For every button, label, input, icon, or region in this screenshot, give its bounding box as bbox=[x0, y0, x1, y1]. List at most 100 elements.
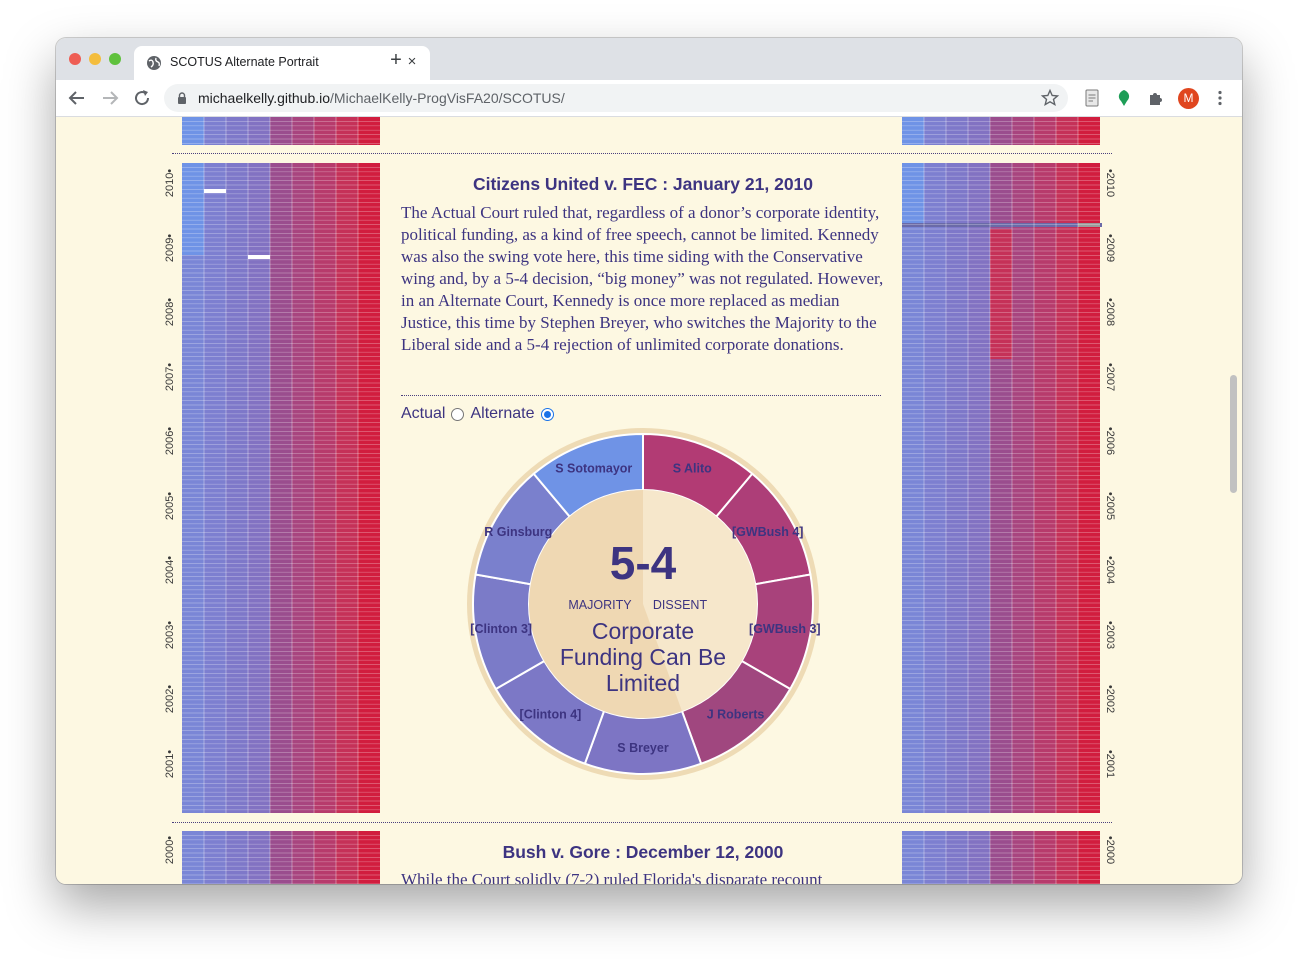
heatmap-column bbox=[336, 163, 358, 813]
case-description-2: While the Court solidly (7-2) ruled Flor… bbox=[401, 870, 823, 884]
heatmap-column bbox=[1012, 163, 1034, 813]
lock-icon bbox=[178, 92, 186, 104]
heatmap-column bbox=[924, 831, 946, 884]
justice-label: [GWBush 4] bbox=[732, 525, 804, 539]
heatmap-column bbox=[314, 831, 336, 884]
close-window-button[interactable] bbox=[69, 53, 81, 65]
heatmap-column bbox=[248, 163, 270, 813]
heatmap-column bbox=[902, 831, 924, 884]
case-title-2: Bush v. Gore : December 12, 2000 bbox=[502, 842, 784, 862]
heatmap-column bbox=[204, 831, 226, 884]
url-text: michaelkelly.github.io/MichaelKelly-Prog… bbox=[198, 90, 565, 106]
heatmap-column bbox=[226, 163, 248, 813]
year-label: 2002• bbox=[164, 684, 177, 714]
vote-score: 5-4 bbox=[610, 537, 677, 589]
vote-donut-chart: S Alito [GWBush 4] [GWBush 3] J Roberts S Br… bbox=[467, 428, 820, 780]
heatmap-right bbox=[902, 163, 1102, 813]
heatmap-column bbox=[248, 831, 270, 884]
year-label: •2007 bbox=[1104, 362, 1117, 391]
heatmap-column bbox=[902, 163, 924, 813]
justice-label: J Roberts bbox=[707, 707, 765, 721]
heatmap-column bbox=[314, 117, 336, 145]
heatmap-column bbox=[314, 163, 336, 813]
year-label: 2003• bbox=[164, 620, 177, 649]
dissent-label: DISSENT bbox=[653, 598, 708, 612]
heatmap-column bbox=[946, 117, 968, 145]
heatmap-column bbox=[292, 117, 314, 145]
year-label: •2004 bbox=[1104, 555, 1117, 585]
heatmap-column bbox=[1012, 831, 1034, 884]
year-label: 2004• bbox=[164, 555, 177, 585]
heatmap-column bbox=[1034, 163, 1056, 813]
year-label: 2000• bbox=[164, 835, 177, 865]
heatmap-column bbox=[336, 117, 358, 145]
heatmap-column bbox=[1078, 117, 1100, 145]
heatmap-column bbox=[946, 163, 968, 813]
year-label: •2009 bbox=[1104, 233, 1117, 262]
reload-icon[interactable] bbox=[131, 87, 153, 109]
heatmap-highlight bbox=[1078, 223, 1100, 227]
extensions-puzzle-icon[interactable] bbox=[1146, 88, 1166, 108]
browser-tab[interactable]: SCOTUS Alternate Portrait × bbox=[134, 46, 430, 80]
outcome-line-1: Corporate bbox=[592, 618, 694, 644]
year-label: •2000 bbox=[1104, 835, 1117, 865]
new-tab-button[interactable]: + bbox=[390, 49, 402, 71]
page-content: 2010• 2009• 2008• 2007• 2006• 2005• 2004• 2003•… bbox=[56, 117, 1242, 884]
browser-toolbar: michaelkelly.github.io/MichaelKelly-Prog… bbox=[56, 80, 1242, 117]
heatmap-strip bbox=[182, 117, 380, 145]
heatmap-cell bbox=[902, 163, 924, 223]
heatmap-column bbox=[270, 117, 292, 145]
address-bar[interactable]: michaelkelly.github.io/MichaelKelly-Prog… bbox=[164, 84, 1068, 112]
heatmap-column bbox=[358, 163, 380, 813]
heatmap-cell bbox=[182, 163, 204, 255]
heatmap-highlight bbox=[248, 255, 270, 259]
justice-label: S Alito bbox=[673, 462, 712, 476]
text-divider bbox=[401, 395, 881, 396]
close-tab-icon[interactable]: × bbox=[407, 53, 417, 70]
justice-label: S Breyer bbox=[617, 741, 669, 755]
back-arrow-icon[interactable] bbox=[66, 87, 88, 109]
year-label: 2005• bbox=[164, 491, 177, 520]
justice-label: R Ginsburg bbox=[484, 525, 552, 539]
url-domain: michaelkelly.github.io bbox=[198, 90, 331, 106]
justice-label: S Sotomayor bbox=[555, 462, 632, 476]
outcome-line-3: Limited bbox=[606, 670, 680, 696]
scrollbar[interactable] bbox=[1230, 375, 1237, 493]
url-path: /MichaelKelly-ProgVisFA20/SCOTUS/ bbox=[330, 90, 565, 106]
heatmap-column bbox=[924, 117, 946, 145]
profile-avatar[interactable]: M bbox=[1178, 88, 1199, 109]
year-label: 2007• bbox=[164, 362, 177, 391]
case-description: The Actual Court ruled that, regardless … bbox=[401, 203, 884, 354]
document-icon[interactable] bbox=[1082, 88, 1102, 108]
heatmap-column bbox=[248, 117, 270, 145]
maximize-window-button[interactable] bbox=[109, 53, 121, 65]
actual-radio[interactable] bbox=[451, 407, 465, 421]
heatmap-column bbox=[968, 117, 990, 145]
heatmap-highlight bbox=[204, 189, 226, 193]
extension-leaf-icon[interactable] bbox=[1114, 88, 1134, 108]
dissent-center bbox=[643, 490, 758, 712]
minimize-window-button[interactable] bbox=[89, 53, 101, 65]
heatmap-column bbox=[358, 117, 380, 145]
heatmap-cell bbox=[990, 229, 1012, 359]
heatmap-column bbox=[1012, 117, 1034, 145]
justice-label: [Clinton 3] bbox=[470, 622, 532, 636]
year-label: 2006• bbox=[164, 426, 177, 456]
heatmap-column bbox=[270, 163, 292, 813]
star-icon[interactable] bbox=[1040, 88, 1060, 108]
more-menu-icon[interactable] bbox=[1210, 88, 1230, 108]
heatmap-column bbox=[1056, 163, 1078, 813]
year-label: •2005 bbox=[1104, 491, 1117, 520]
heatmap-highlight bbox=[902, 223, 1102, 227]
heatmap-column bbox=[946, 831, 968, 884]
alternate-radio[interactable] bbox=[540, 407, 554, 421]
globe-icon bbox=[147, 56, 161, 70]
heatmap-column bbox=[182, 163, 204, 813]
year-label: 2010• bbox=[164, 168, 177, 198]
heatmap-column bbox=[1056, 831, 1078, 884]
heatmap-column bbox=[1034, 831, 1056, 884]
heatmap-column bbox=[204, 117, 226, 145]
forward-arrow-icon[interactable] bbox=[99, 87, 121, 109]
case-title: Citizens United v. FEC : January 21, 201… bbox=[472, 174, 814, 194]
heatmap-column bbox=[292, 831, 314, 884]
